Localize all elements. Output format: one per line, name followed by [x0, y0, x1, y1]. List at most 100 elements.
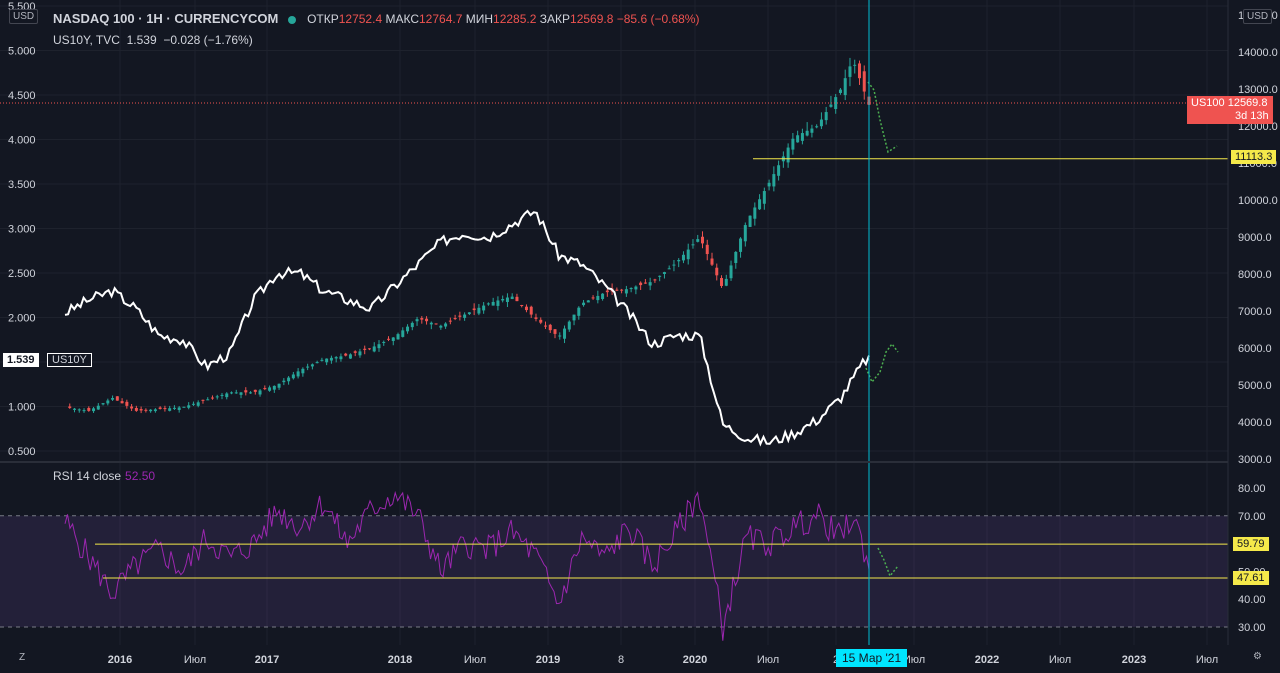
candle-body	[857, 63, 861, 79]
candle-body	[87, 407, 91, 411]
candle-body	[553, 329, 557, 334]
candle-body	[196, 402, 200, 406]
right-tick-label: 6000.0	[1238, 343, 1272, 355]
candle-body	[558, 335, 562, 337]
candle-body	[667, 268, 671, 270]
symbol-title[interactable]: NASDAQ 100 · 1H · CURRENCYCOM	[53, 11, 279, 26]
us100-badge-time: 3d 13h	[1235, 110, 1269, 122]
rsi-tick-label: 80.00	[1238, 483, 1266, 495]
candle-body	[130, 406, 134, 409]
left-tick-label: 1.000	[8, 402, 36, 414]
rsi-label[interactable]: RSI 14 close	[53, 469, 122, 483]
candle-body	[539, 319, 543, 323]
x-tick-label: 2018	[388, 654, 412, 666]
x-tick-label: Июл	[1049, 654, 1071, 666]
zoom-button[interactable]: Z	[16, 651, 29, 664]
candle-body	[486, 303, 490, 305]
candle-body	[577, 307, 581, 316]
right-tick-label: 12000.0	[1238, 121, 1278, 133]
level-lines	[95, 81, 1228, 579]
candle-body	[234, 392, 238, 394]
candle-body	[591, 297, 595, 299]
candle-body	[306, 366, 310, 368]
x-tick-label: 2019	[536, 654, 560, 666]
candle-body	[605, 290, 609, 293]
candle-body	[82, 410, 86, 412]
candle-body	[791, 138, 795, 150]
candle-body	[96, 405, 100, 410]
candle-body	[387, 338, 391, 340]
candle-body	[291, 374, 295, 379]
candle-body	[296, 371, 300, 377]
candle-body	[158, 407, 162, 409]
second-change: −0.028 (−1.76%)	[163, 33, 253, 47]
high-value: 12764.7	[419, 12, 463, 26]
left-tick-label: 2.000	[8, 313, 36, 325]
candle-body	[220, 394, 224, 396]
candle-body	[777, 165, 781, 176]
candle-body	[458, 315, 462, 317]
candle-body	[653, 279, 657, 281]
x-tick-label: Июл	[903, 654, 925, 666]
candle-body	[396, 334, 400, 340]
candle-body	[68, 406, 72, 408]
candle-body	[149, 409, 153, 412]
x-tick-label: 2017	[255, 654, 279, 666]
candle-body	[505, 297, 509, 302]
candle-body	[425, 318, 429, 322]
candle-body	[662, 272, 666, 275]
candle-body	[334, 357, 338, 359]
left-currency-label[interactable]: USD	[9, 9, 39, 24]
candle-body	[429, 322, 433, 325]
candle-body	[548, 324, 552, 331]
right-tick-label: 9000.0	[1238, 232, 1272, 244]
candle-body	[115, 396, 119, 401]
right-tick-label: 14000.0	[1238, 47, 1278, 59]
rsi-series-line	[64, 490, 870, 641]
candle-body	[496, 300, 500, 306]
second-legend: US10Y, TVC 1.539 −0.028 (−1.76%)	[53, 33, 253, 47]
candle-body	[434, 323, 438, 325]
candle-body	[163, 408, 167, 410]
candle-body	[815, 126, 819, 128]
candle-body	[344, 353, 348, 356]
candle-body	[467, 312, 471, 315]
candle-body	[515, 296, 519, 302]
candle-body	[596, 295, 600, 301]
candle-body	[686, 249, 690, 260]
candle-body	[439, 325, 443, 328]
us10y-series-line	[64, 209, 870, 447]
x-tick-label: 8	[618, 654, 624, 666]
candle-body	[230, 392, 234, 394]
candle-body	[448, 320, 452, 322]
second-symbol[interactable]: US10Y, TVC	[53, 33, 120, 47]
settings-icon[interactable]: ⚙	[1250, 650, 1265, 663]
change-value: −85.6 (−0.68%)	[616, 12, 700, 26]
candle-body	[77, 409, 81, 411]
candle-body	[729, 265, 733, 279]
low-value: 12285.2	[493, 12, 537, 26]
candle-body	[453, 318, 457, 320]
candle-body	[501, 299, 505, 301]
level-badge: 11113.3	[1231, 150, 1277, 164]
right-currency-label[interactable]: USD	[1243, 9, 1273, 24]
candle-body	[543, 325, 547, 327]
candle-body	[720, 278, 724, 286]
candle-body	[805, 130, 809, 136]
candle-body	[111, 398, 115, 400]
us10y-value-badge: 1.539	[3, 353, 39, 367]
candle-body	[643, 282, 647, 284]
right-tick-label: 10000.0	[1238, 195, 1278, 207]
x-tick-label: 2016	[108, 654, 132, 666]
candle-body	[272, 385, 276, 390]
status-dot	[287, 15, 296, 24]
candle-body	[301, 368, 305, 374]
x-tick-label: Июл	[184, 654, 206, 666]
x-tick-label: 2020	[683, 654, 707, 666]
candle-body	[601, 293, 605, 299]
us100-badge-value: 12569.8	[1227, 97, 1268, 109]
candle-body	[391, 337, 395, 341]
candle-body	[829, 104, 833, 107]
candle-body	[367, 348, 371, 350]
